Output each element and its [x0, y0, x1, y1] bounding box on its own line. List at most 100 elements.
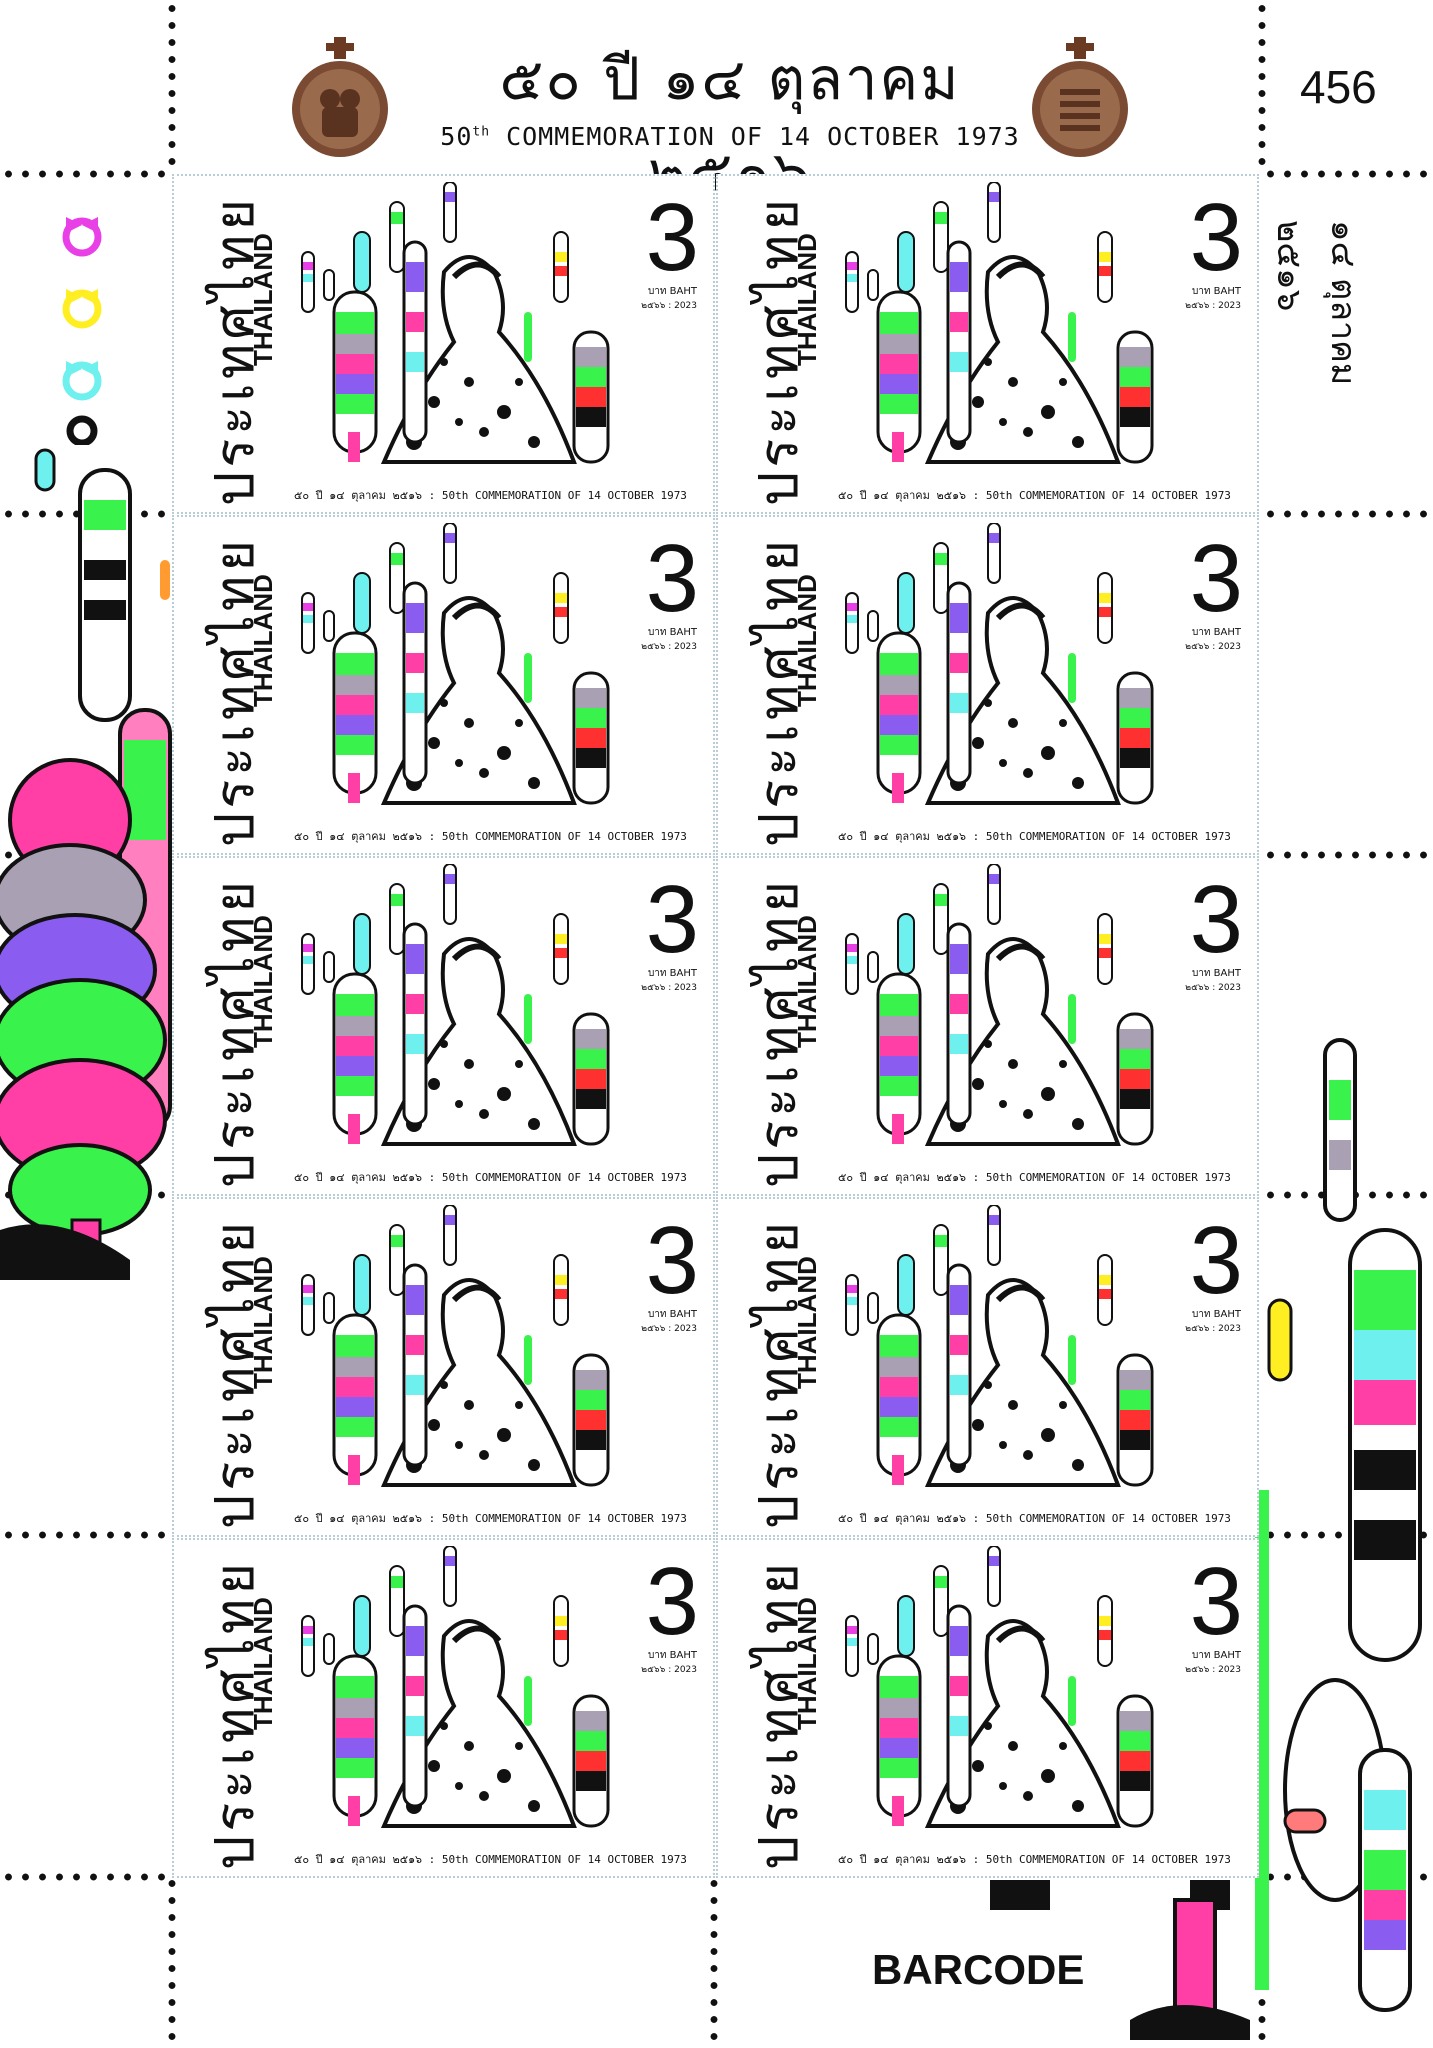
- stamp-country-thai: ประเทศไทย: [203, 876, 266, 1188]
- stamp-value: 3: [645, 1207, 699, 1314]
- stamp-unit: บาท BAHT: [1191, 968, 1241, 979]
- stamp[interactable]: ประเทศไทย THAILAND: [716, 1197, 1259, 1537]
- stamp-caption: ๕๐ ปี ๑๔ ตุลาคม ๒๕๑๖ : 50th COMMEMORATIO…: [838, 1512, 1231, 1525]
- color-register-bows-icon: [62, 217, 102, 445]
- stamp-value: 3: [1189, 866, 1243, 973]
- stamp-value: 3: [645, 866, 699, 973]
- perforation-line: [168, 0, 176, 175]
- stamp-caption: ๕๐ ปี ๑๔ ตุลาคม ๒๕๑๖ : 50th COMMEMORATIO…: [838, 1171, 1231, 1184]
- stamp-country-english: THAILAND: [792, 233, 822, 366]
- stamp-year: ๒๕๖๖ : 2023: [641, 983, 697, 993]
- perforation-line: [0, 170, 172, 178]
- stamp[interactable]: ประเทศไทย THAILAND: [172, 515, 715, 855]
- stamp-unit: บาท BAHT: [647, 1309, 697, 1320]
- stamp-value: 3: [645, 1548, 699, 1655]
- right-margin-artwork: [1255, 1038, 1422, 2012]
- bottom-margin-artwork: [990, 1880, 1250, 2040]
- perforation-line: [1262, 851, 1433, 859]
- right-medal-icon: [1032, 37, 1128, 157]
- stamp-country-english: THAILAND: [792, 1597, 822, 1730]
- title-en-rest: COMMEMORATION OF 14 OCTOBER 1973: [490, 122, 1020, 151]
- stamp-year: ๒๕๖๖ : 2023: [641, 301, 697, 311]
- left-margin-artwork: [0, 448, 172, 1280]
- stamp-artwork: [301, 1546, 610, 1828]
- stamp-country-thai: ประเทศไทย: [747, 1558, 810, 1870]
- stamp-unit: บาท BAHT: [647, 968, 697, 979]
- stamp-value: 3: [1189, 1207, 1243, 1314]
- stamp-country-english: THAILAND: [248, 574, 278, 707]
- stamp-country-thai: ประเทศไทย: [747, 1217, 810, 1529]
- stamp-caption: ๕๐ ปี ๑๔ ตุลาคม ๒๕๑๖ : 50th COMMEMORATIO…: [294, 1512, 687, 1525]
- stamp[interactable]: ประเทศไทย THAILAND: [172, 1197, 715, 1537]
- sheet-header: ๕๐ ปี ๑๔ ตุลาคม ๒๕๑๖ 50th COMMEMORATION …: [290, 12, 1160, 206]
- stamp-unit: บาท BAHT: [1191, 1650, 1241, 1661]
- perforation-line: [168, 1875, 176, 2048]
- stamp-artwork: [845, 523, 1154, 805]
- left-medal-icon: [292, 37, 388, 157]
- stamp-country-thai: ประเทศไทย: [203, 1558, 266, 1870]
- perforation-line: [1262, 1531, 1433, 1539]
- stamp-year: ๒๕๖๖ : 2023: [641, 642, 697, 652]
- stamp-caption: ๕๐ ปี ๑๔ ตุลาคม ๒๕๑๖ : 50th COMMEMORATIO…: [838, 1853, 1231, 1866]
- stamp-unit: บาท BAHT: [647, 1650, 697, 1661]
- stamp-artwork: [845, 1205, 1154, 1487]
- stamp-unit: บาท BAHT: [1191, 286, 1241, 297]
- stamp-artwork: [845, 182, 1154, 464]
- stamp-artwork: [301, 1205, 610, 1487]
- perforation-line: [1262, 510, 1433, 518]
- stamp-country-thai: ประเทศไทย: [747, 194, 810, 506]
- stamp-value: 3: [1189, 525, 1243, 632]
- stamp-artwork: [301, 864, 610, 1146]
- perforation-line: [1262, 170, 1433, 178]
- stamp-artwork: [845, 864, 1154, 1146]
- stamp-country-english: THAILAND: [248, 1256, 278, 1389]
- stamp[interactable]: ประเทศไทย THAILAND: [172, 174, 715, 514]
- perforation-line: [710, 1875, 718, 2048]
- stamp[interactable]: ประเทศไทย THAILAND: [716, 856, 1259, 1196]
- stamp[interactable]: ประเทศไทย THAILAND: [172, 1538, 715, 1878]
- perforation-line: [1258, 0, 1266, 175]
- stamp[interactable]: ประเทศไทย THAILAND: [716, 174, 1259, 514]
- stamp-unit: บาท BAHT: [1191, 627, 1241, 638]
- stamp-country-english: THAILAND: [248, 1597, 278, 1730]
- stamp[interactable]: ประเทศไทย THAILAND: [716, 1538, 1259, 1878]
- stamp-country-thai: ประเทศไทย: [747, 876, 810, 1188]
- stamp-unit: บาท BAHT: [647, 627, 697, 638]
- stamp[interactable]: ประเทศไทย THAILAND: [716, 515, 1259, 855]
- stamp-artwork: [845, 1546, 1154, 1828]
- stamp-year: ๒๕๖๖ : 2023: [1185, 301, 1241, 311]
- stamp-country-thai: ประเทศไทย: [747, 535, 810, 847]
- barcode-label: BARCODE: [872, 1946, 1085, 1993]
- sheet-number: 456: [1300, 61, 1377, 113]
- stamp-year: ๒๕๖๖ : 2023: [1185, 1324, 1241, 1334]
- stamp-year: ๒๕๖๖ : 2023: [1185, 983, 1241, 993]
- stamp-country-english: THAILAND: [248, 915, 278, 1048]
- stamp-unit: บาท BAHT: [647, 286, 697, 297]
- stamp-value: 3: [645, 525, 699, 632]
- stamp-caption: ๕๐ ปี ๑๔ ตุลาคม ๒๕๑๖ : 50th COMMEMORATIO…: [294, 830, 687, 843]
- stamp-artwork: [301, 182, 610, 464]
- stamp-year: ๒๕๖๖ : 2023: [641, 1665, 697, 1675]
- stamp-country-thai: ประเทศไทย: [203, 194, 266, 506]
- stamp-year: ๒๕๖๖ : 2023: [1185, 642, 1241, 652]
- stamp-country-english: THAILAND: [792, 915, 822, 1048]
- stamp-country-thai: ประเทศไทย: [203, 1217, 266, 1529]
- stamp-value: 3: [645, 184, 699, 291]
- stamp[interactable]: ประเทศไทย THAILAND: [172, 856, 715, 1196]
- sheet-title-english: 50th COMMEMORATION OF 14 OCTOBER 1973: [430, 122, 1030, 151]
- stamp-value: 3: [1189, 184, 1243, 291]
- stamp-grid: ประเทศไทย THAILAND: [172, 174, 1259, 1878]
- stamp-country-english: THAILAND: [792, 574, 822, 707]
- perforation-line: [0, 1873, 172, 1881]
- stamp-caption: ๕๐ ปี ๑๔ ตุลาคม ๒๕๑๖ : 50th COMMEMORATIO…: [294, 1171, 687, 1184]
- stamp-year: ๒๕๖๖ : 2023: [1185, 1665, 1241, 1675]
- right-margin-thai-text: ๑๔ ตุลาคม ๒๕๑๖: [1269, 220, 1363, 386]
- stamp-country-english: THAILAND: [792, 1256, 822, 1389]
- perforation-line: [0, 1531, 172, 1539]
- stamp-caption: ๕๐ ปี ๑๔ ตุลาคม ๒๕๑๖ : 50th COMMEMORATIO…: [838, 830, 1231, 843]
- stamp-value: 3: [1189, 1548, 1243, 1655]
- stamp-caption: ๕๐ ปี ๑๔ ตุลาคม ๒๕๑๖ : 50th COMMEMORATIO…: [838, 489, 1231, 502]
- stamp-year: ๒๕๖๖ : 2023: [641, 1324, 697, 1334]
- stamp-artwork: [301, 523, 610, 805]
